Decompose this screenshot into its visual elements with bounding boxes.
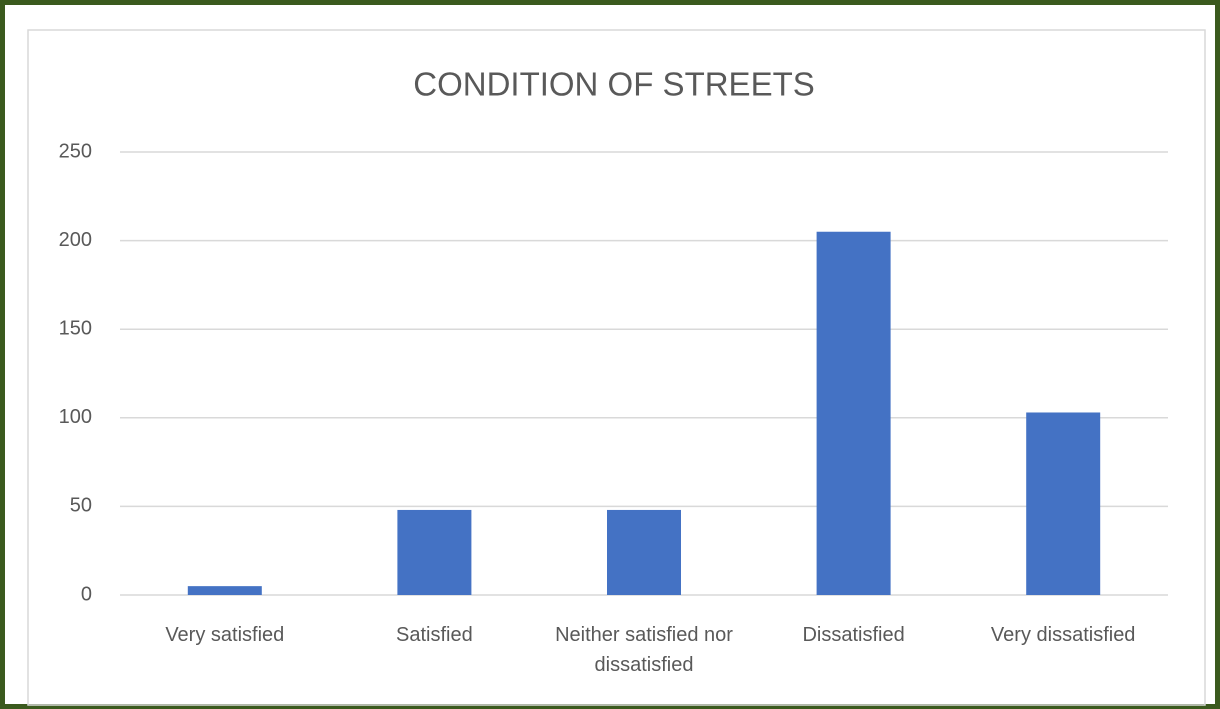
x-tick-label-box: Very dissatisfied bbox=[990, 624, 1136, 646]
x-tick-label: Very satisfied bbox=[165, 624, 285, 646]
bar bbox=[816, 231, 891, 596]
y-tick-label: 50 bbox=[70, 495, 92, 517]
y-tick-label: 200 bbox=[59, 229, 92, 251]
chart-title: CONDITION OF STREETS bbox=[413, 66, 815, 103]
x-tick-label: Satisfied bbox=[396, 624, 473, 646]
y-tick-label: 150 bbox=[59, 317, 92, 339]
y-tick-label: 250 bbox=[59, 140, 92, 162]
y-tick-label: 100 bbox=[59, 406, 92, 428]
x-tick-label-box: Dissatisfied bbox=[802, 624, 905, 646]
x-tick-label: Dissatisfied bbox=[802, 624, 905, 646]
x-tick-label: Very dissatisfied bbox=[990, 624, 1136, 646]
x-tick-label-box: Very satisfied bbox=[165, 624, 285, 646]
bar bbox=[397, 509, 472, 595]
bar bbox=[1026, 412, 1101, 595]
x-tick-label: Neither satisfied nor dissatisfied bbox=[555, 624, 733, 676]
chart-frame bbox=[27, 29, 1206, 706]
x-tick-label-box: Neither satisfied nor dissatisfied bbox=[555, 624, 733, 676]
y-tick-label: 0 bbox=[81, 583, 92, 605]
x-tick-label-box: Satisfied bbox=[396, 624, 473, 646]
bar bbox=[187, 586, 262, 595]
bar bbox=[607, 509, 681, 595]
